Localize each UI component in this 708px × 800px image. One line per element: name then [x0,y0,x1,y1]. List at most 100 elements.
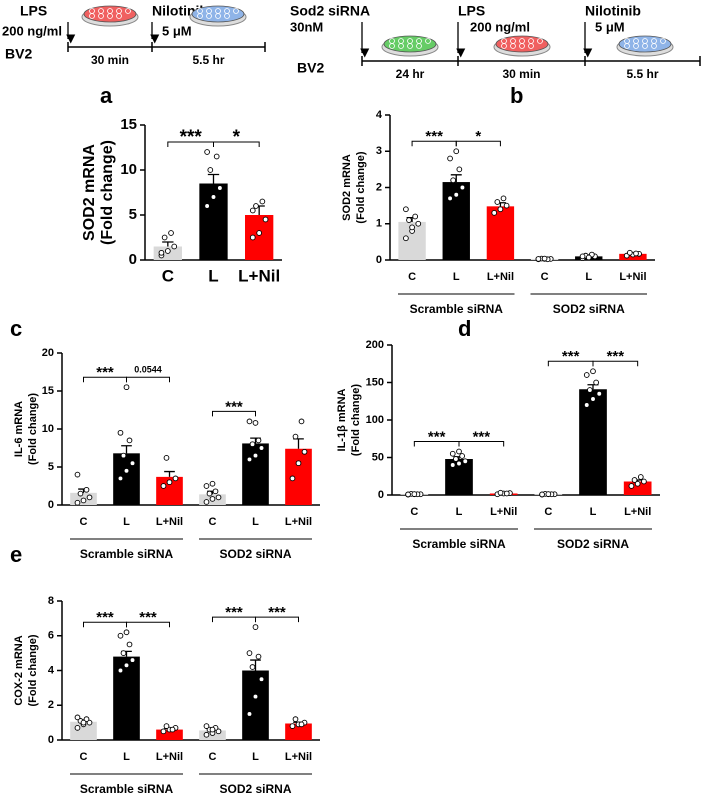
x-tick-label: C [162,266,174,285]
data-point [86,494,93,501]
cell-dot [624,43,630,49]
x-tick-label: C [544,506,552,518]
data-point [255,653,262,660]
data-point [631,477,638,483]
data-point [80,719,87,726]
x-tick-label: C [408,271,416,283]
cell-dot [651,43,657,49]
cell-dot [89,13,95,19]
data-point [535,256,542,262]
data-point [246,456,253,463]
error-bar [207,173,220,184]
data-point [163,723,170,729]
y-tick-label: 200 [366,339,384,351]
y-tick-label: 10 [42,423,54,435]
data-point [590,396,596,402]
panel-letter: a [100,83,113,108]
dish-medium [191,5,245,23]
y-tick-label: 100 [366,414,384,426]
significance-label: *** [96,609,114,626]
data-point [168,230,174,236]
data-point [298,721,305,728]
data-point [491,210,498,216]
treatment-dose: 5 μM [162,23,192,38]
data-point [252,624,259,630]
data-point [252,693,259,700]
bar [486,206,515,260]
data-point [74,724,81,731]
data-point [256,230,263,236]
data-point [456,448,462,455]
data-point [545,491,552,497]
x-tick-label: L+Nil [156,516,183,528]
y-axis-label: (Fold change) [27,393,39,465]
bar [113,656,140,740]
data-point [403,206,409,213]
cell-dot [215,13,221,19]
cell-dot [224,13,230,19]
dish-medium [618,35,672,53]
data-point [447,155,453,162]
data-point [292,716,299,723]
data-point [74,714,81,721]
treatment-name: LPS [20,3,47,19]
data-point [456,460,462,467]
dish-medium [383,35,437,53]
data-point [123,467,130,474]
data-point [500,195,507,202]
cell-dot [519,43,525,49]
data-point [637,474,644,480]
data-point [249,441,256,448]
cell-dot [407,43,413,49]
data-point [415,220,422,227]
significance-bracket [212,410,256,417]
data-point [209,480,216,487]
treatment-name: LPS [458,3,485,19]
error-bar [162,241,174,247]
data-point [405,491,411,498]
data-point [169,726,176,733]
panel-letter: c [10,316,22,341]
y-tick-label: 0 [378,489,384,501]
data-point [161,234,168,241]
cell-dot [206,13,212,19]
cell-dot [389,43,395,49]
data-point [163,455,170,461]
duration: 24 hr [396,67,425,81]
bar [245,215,274,260]
data-point [258,676,265,683]
cell-dot [416,43,422,49]
data-point [164,248,171,254]
x-tick-label: L+Nil [285,751,312,763]
panel-letter: e [10,542,22,567]
data-point [497,489,504,496]
x-tick-label: L [208,266,218,285]
data-point [450,177,457,184]
cell-dot [633,43,639,49]
cell-label: BV2 [5,46,32,62]
x-tick-label: L+Nil [156,751,183,763]
significance-bracket [126,376,170,383]
data-point [258,445,265,451]
data-point [160,728,167,735]
data-point [579,253,586,260]
data-point [289,723,296,729]
cell-dot [537,38,543,44]
data-point [74,499,81,506]
data-point [74,471,81,478]
cell-dot [125,8,131,14]
data-point [213,153,220,160]
bar [285,448,312,505]
data-point [289,475,296,482]
data-point [462,458,469,465]
bar [113,453,140,505]
y-tick-label: 50 [372,451,384,463]
x-tick-label: C [80,751,88,763]
bar [242,670,269,740]
cell-dot [116,13,122,19]
y-tick-label: 5 [129,206,137,223]
dish-medium [495,35,549,53]
x-tick-label: C [410,506,418,518]
bar [156,729,183,740]
data-point [449,462,456,468]
